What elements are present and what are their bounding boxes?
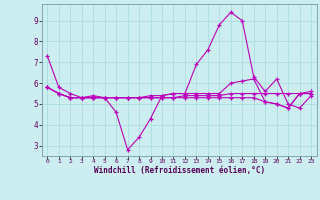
- X-axis label: Windchill (Refroidissement éolien,°C): Windchill (Refroidissement éolien,°C): [94, 166, 265, 175]
